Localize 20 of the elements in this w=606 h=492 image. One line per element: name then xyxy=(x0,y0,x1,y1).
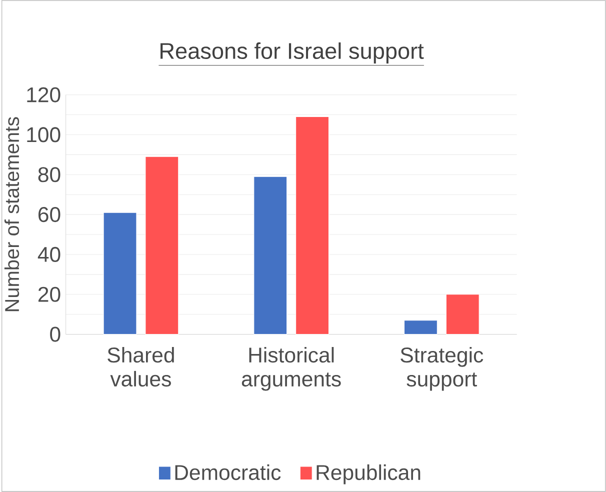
bar xyxy=(145,156,179,335)
y-tick-label: 0 xyxy=(50,326,60,342)
x-tick-label: Historical arguments xyxy=(242,347,341,391)
legend-label: Republican xyxy=(316,464,420,484)
chart-title: Reasons for Israel support xyxy=(160,42,424,64)
y-tick-label: 100 xyxy=(27,127,60,142)
y-tick-label: 120 xyxy=(27,87,60,102)
bar xyxy=(103,212,137,335)
bar xyxy=(254,176,288,335)
bar xyxy=(446,294,480,335)
y-tick-label: 80 xyxy=(38,167,60,182)
y-tick-label: 20 xyxy=(38,286,60,302)
x-tick-label: Shared values xyxy=(108,347,174,387)
y-axis-title: Number of statements xyxy=(4,117,20,312)
x-tick-label: Strategic support xyxy=(400,347,484,391)
legend-label: Democratic xyxy=(175,464,281,480)
y-tick-label: 60 xyxy=(38,207,60,222)
y-tick-label: 40 xyxy=(38,246,60,262)
bar xyxy=(404,320,438,335)
bar xyxy=(296,116,330,335)
